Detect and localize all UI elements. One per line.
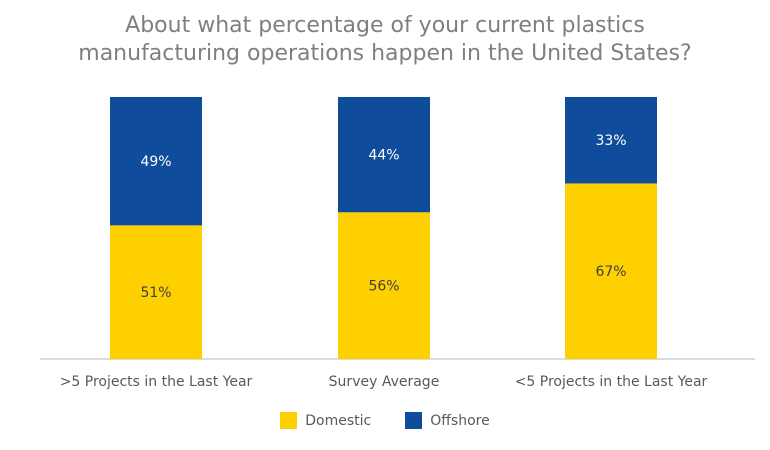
legend-item-offshore: Offshore bbox=[405, 412, 490, 429]
data-label-offshore-2: 44% bbox=[368, 148, 399, 164]
bar-domestic-2 bbox=[338, 212, 430, 359]
bar-domestic-1 bbox=[110, 225, 202, 359]
legend-label-domestic: Domestic bbox=[305, 412, 372, 429]
x-tick-label-2: Survey Average bbox=[329, 374, 440, 390]
bar-offshore-2 bbox=[338, 97, 430, 213]
bar-offshore-1 bbox=[110, 97, 202, 226]
data-label-domestic-2: 56% bbox=[368, 279, 399, 295]
data-label-domestic-1: 51% bbox=[140, 285, 171, 301]
bar-offshore-3 bbox=[565, 97, 657, 184]
x-tick-label-1: >5 Projects in the Last Year bbox=[60, 374, 253, 390]
legend-swatch-domestic bbox=[280, 412, 298, 429]
legend: Domestic Offshore bbox=[0, 412, 770, 429]
stacked-bar-chart: 51% 49% >5 Projects in the Last Year 56% 44%… bbox=[40, 97, 755, 390]
chart-title-line-2: manufacturing operations happen in the U… bbox=[78, 41, 692, 66]
data-label-offshore-3: 33% bbox=[595, 133, 626, 149]
chart-title: About what percentage of your current pl… bbox=[0, 12, 770, 68]
bars-layer bbox=[110, 97, 657, 359]
legend-label-offshore: Offshore bbox=[430, 412, 490, 429]
data-label-offshore-1: 49% bbox=[140, 154, 171, 170]
legend-item-domestic: Domestic bbox=[280, 412, 371, 429]
bar-domestic-3 bbox=[565, 183, 657, 359]
labels-layer: 51% 49% >5 Projects in the Last Year 56% 44%… bbox=[60, 133, 708, 390]
legend-swatch-offshore bbox=[405, 412, 423, 429]
chart-title-line-1: About what percentage of your current pl… bbox=[125, 13, 645, 38]
x-tick-label-3: <5 Projects in the Last Year bbox=[515, 374, 708, 390]
data-label-domestic-3: 67% bbox=[595, 264, 626, 280]
